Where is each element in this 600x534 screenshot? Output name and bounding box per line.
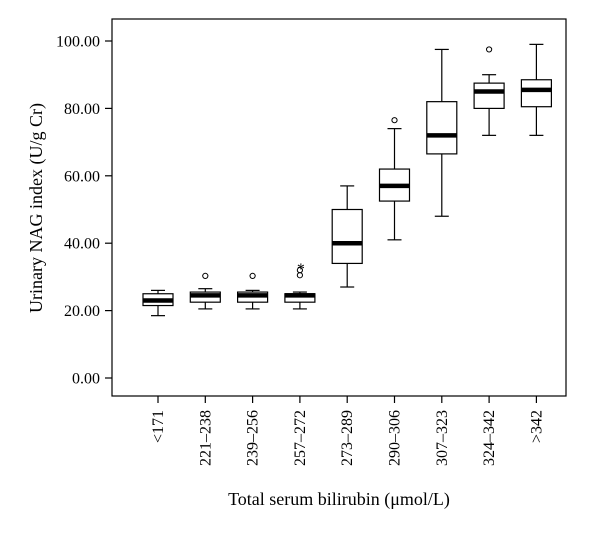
y-axis: 0.00 20.00 40.00 60.00 80.00 100.00 bbox=[56, 34, 112, 388]
y-tick-label: 80.00 bbox=[64, 101, 100, 118]
box-1 bbox=[189, 272, 221, 310]
y-tick-label: 60.00 bbox=[64, 168, 100, 185]
outlier-point bbox=[296, 267, 303, 274]
y-tick-label: 100.00 bbox=[56, 34, 100, 51]
x-tick-label: 307–323 bbox=[434, 410, 451, 466]
x-axis: <171 221–238 239–256 257–272 273–289 290–306 3… bbox=[150, 396, 545, 466]
plot-frame bbox=[111, 18, 567, 397]
extreme-point: * bbox=[297, 261, 305, 278]
box-8 bbox=[520, 43, 553, 136]
iqr-box bbox=[426, 101, 458, 155]
outlier-point bbox=[391, 117, 398, 124]
x-axis-title: Total serum bilirubin (μmol/L) bbox=[228, 489, 450, 510]
outlier-point bbox=[202, 272, 209, 279]
y-tick-label: 40.00 bbox=[64, 236, 100, 253]
x-tick-label: 273–289 bbox=[339, 410, 356, 466]
x-tick-label: 239–256 bbox=[245, 410, 262, 466]
outlier-point bbox=[249, 272, 256, 279]
box-4 bbox=[331, 185, 363, 288]
box-2 bbox=[237, 272, 269, 310]
iqr-box bbox=[473, 82, 505, 109]
outlier-point bbox=[486, 46, 493, 53]
y-tick-label: 20.00 bbox=[64, 303, 100, 320]
iqr-box bbox=[331, 208, 363, 265]
box-5 bbox=[378, 117, 411, 241]
box-7 bbox=[473, 46, 505, 136]
x-tick-label: 257–272 bbox=[292, 410, 309, 466]
y-axis-title: Urinary NAG index (U/g Cr) bbox=[26, 103, 47, 313]
x-tick-label: 324–342 bbox=[481, 410, 498, 466]
box-3: * bbox=[284, 261, 316, 310]
x-tick-label: 221–238 bbox=[197, 410, 214, 466]
box-0 bbox=[142, 289, 174, 317]
x-tick-label: <171 bbox=[150, 410, 167, 443]
x-tick-label: 290–306 bbox=[387, 410, 404, 466]
box-series: * bbox=[142, 43, 553, 317]
box-6 bbox=[426, 48, 458, 217]
iqr-box bbox=[520, 79, 553, 108]
y-tick-label: 0.00 bbox=[72, 371, 100, 388]
x-tick-label: >342 bbox=[528, 410, 545, 443]
